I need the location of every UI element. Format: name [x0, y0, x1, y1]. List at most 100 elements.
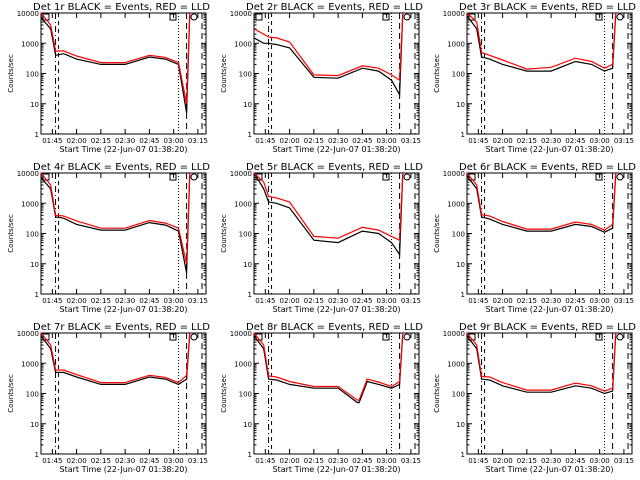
lld-series-line — [40, 332, 191, 384]
x-tick-label: 03:15 — [188, 297, 208, 305]
x-tick-label: 02:45 — [352, 297, 372, 305]
x-tick-label: 02:45 — [139, 457, 159, 465]
y-axis-label: Counts/sec — [220, 54, 228, 93]
y-tick-label: 1000 — [21, 40, 39, 48]
chart-panel: Det 6r BLACK = Events, RED = LLD 1 10 100 10… — [433, 162, 636, 314]
plot-frame — [466, 12, 633, 135]
events-series-line — [466, 12, 617, 72]
y-axis-label: Counts/sec — [433, 374, 441, 413]
plot-frame — [253, 332, 420, 455]
square-marker — [595, 13, 603, 21]
square-marker — [169, 13, 177, 21]
plot-frame — [40, 172, 207, 295]
y-tick-label: 10 — [243, 421, 252, 429]
chart-title: Det 9r BLACK = Events, RED = LLD — [459, 322, 636, 333]
square-marker — [595, 173, 603, 181]
x-tick-label: 01:45 — [468, 137, 488, 145]
lld-series-line — [253, 12, 404, 82]
circle-marker — [190, 13, 198, 21]
x-tick-label: 02:45 — [565, 297, 585, 305]
x-tick-label: 02:45 — [565, 457, 585, 465]
x-tick-label: 01:45 — [468, 297, 488, 305]
y-tick-label: 100 — [452, 231, 465, 239]
x-axis-label: Start Time (22-Jun-07 01:38:20) — [60, 465, 188, 474]
events-series-line — [40, 332, 191, 386]
plot-frame — [253, 12, 420, 135]
y-tick-label: 10000 — [17, 330, 39, 338]
x-tick-label: 03:15 — [188, 457, 208, 465]
x-tick-label: 02:15 — [304, 297, 324, 305]
chart-title: Det 1r BLACK = Events, RED = LLD — [33, 2, 210, 13]
y-tick-label: 10000 — [443, 10, 465, 18]
y-tick-label: 1000 — [447, 200, 465, 208]
x-tick-label: 02:15 — [517, 137, 537, 145]
y-tick-label: 1 — [248, 291, 252, 299]
x-tick-label: 01:45 — [42, 457, 62, 465]
x-tick-label: 03:00 — [164, 457, 184, 465]
y-tick-label: 10 — [243, 101, 252, 109]
square-marker — [169, 173, 177, 181]
chart-panel: Det 2r BLACK = Events, RED = LLD 1 10 100 10… — [220, 2, 423, 154]
x-tick-label: 02:00 — [66, 137, 86, 145]
y-tick-label: 100 — [26, 231, 39, 239]
square-marker — [382, 333, 390, 341]
x-tick-label: 01:45 — [42, 297, 62, 305]
circle-marker — [403, 173, 411, 181]
plot-frame — [466, 172, 633, 295]
circle-marker — [403, 333, 411, 341]
events-series-line — [40, 172, 191, 274]
x-tick-label: 02:00 — [492, 137, 512, 145]
events-series-line — [253, 12, 404, 97]
y-axis-label: Counts/sec — [220, 374, 228, 413]
y-tick-label: 1000 — [447, 40, 465, 48]
x-tick-label: 02:00 — [492, 297, 512, 305]
chart-panel: Det 7r BLACK = Events, RED = LLD 1 10 100 10… — [7, 322, 210, 474]
y-tick-label: 10000 — [443, 170, 465, 178]
y-tick-label: 10 — [30, 261, 39, 269]
y-tick-label: 100 — [239, 391, 252, 399]
chart-title: Det 8r BLACK = Events, RED = LLD — [246, 322, 423, 333]
circle-marker — [616, 13, 624, 21]
x-tick-label: 03:00 — [590, 137, 610, 145]
x-axis-label: Start Time (22-Jun-07 01:38:20) — [273, 305, 401, 314]
y-tick-label: 100 — [26, 71, 39, 79]
events-series-line — [253, 172, 404, 257]
x-tick-label: 03:15 — [401, 457, 421, 465]
y-tick-label: 1 — [461, 131, 465, 139]
y-tick-label: 10 — [243, 261, 252, 269]
x-tick-label: 01:45 — [255, 297, 275, 305]
x-tick-label: 03:15 — [614, 457, 634, 465]
square-marker — [382, 173, 390, 181]
x-tick-label: 03:00 — [377, 457, 397, 465]
plot-frame — [253, 172, 420, 295]
x-tick-label: 03:00 — [590, 457, 610, 465]
events-series-line — [253, 332, 404, 404]
x-axis-label: Start Time (22-Jun-07 01:38:20) — [486, 305, 614, 314]
x-tick-label: 02:45 — [139, 137, 159, 145]
lld-series-line — [466, 172, 617, 231]
y-tick-label: 10 — [456, 261, 465, 269]
x-tick-label: 02:00 — [279, 297, 299, 305]
y-tick-label: 1000 — [234, 40, 252, 48]
y-tick-label: 100 — [452, 391, 465, 399]
x-tick-label: 02:15 — [517, 297, 537, 305]
circle-marker — [616, 173, 624, 181]
lld-series-line — [253, 332, 404, 401]
y-tick-label: 100 — [26, 391, 39, 399]
x-tick-label: 02:45 — [352, 137, 372, 145]
x-tick-label: 02:00 — [279, 457, 299, 465]
lld-series-line — [466, 332, 617, 392]
circle-marker — [616, 333, 624, 341]
lld-series-line — [40, 172, 191, 264]
y-tick-label: 10000 — [17, 170, 39, 178]
x-tick-label: 01:45 — [255, 457, 275, 465]
x-axis-label: Start Time (22-Jun-07 01:38:20) — [273, 145, 401, 154]
square-marker — [382, 13, 390, 21]
chart-title: Det 6r BLACK = Events, RED = LLD — [459, 162, 636, 173]
y-tick-label: 1 — [248, 451, 252, 459]
y-tick-label: 10000 — [443, 330, 465, 338]
x-tick-label: 02:30 — [115, 137, 135, 145]
x-tick-label: 02:30 — [328, 457, 348, 465]
x-tick-label: 01:45 — [468, 457, 488, 465]
square-marker — [169, 333, 177, 341]
